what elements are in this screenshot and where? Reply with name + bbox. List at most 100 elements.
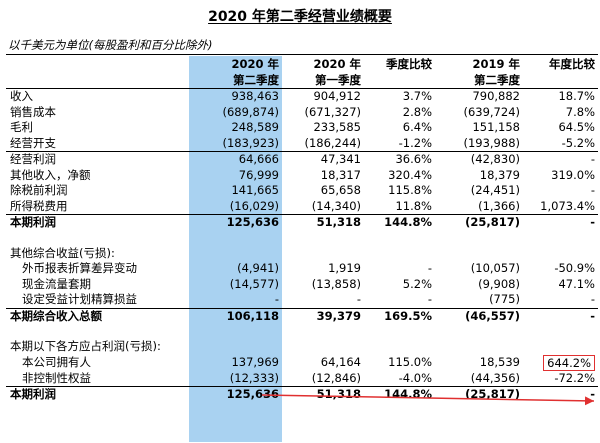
row-label: 销售成本 [10,104,56,119]
value-cell: 47.1% [558,276,595,291]
value-cell: 3.7% [402,89,432,104]
value-cell: (9,908) [478,276,520,291]
value-cell: (24,451) [470,183,520,198]
value-cell: - [356,292,361,307]
row-label [6,231,189,246]
value-cell: (13,858) [311,276,361,291]
value-cell: 151,158 [472,120,520,135]
table-row [6,231,598,246]
header-cell [364,72,435,89]
header-cell [523,72,598,89]
value-cell: 137,969 [231,355,279,369]
value-cell: (4,941) [237,261,279,276]
value-cell: 18.7% [558,89,595,104]
value-cell: - [590,183,595,198]
value-cell: - [274,292,279,307]
table-row: 经营开支 (183,923) (186,244) -1.2% (193,988) -5.2… [6,136,598,152]
value-cell: 47,341 [282,151,364,168]
value-cell: 169.5% [364,307,435,324]
row-label [6,324,189,339]
value-cell [189,246,282,262]
value-cell [435,246,523,262]
value-cell: (42,830) [435,151,523,168]
value-cell: 248,589 [231,120,279,135]
value-cell: 125,636 [189,386,282,403]
row-label: 本期以下各方应占利润(亏损): [10,339,161,354]
value-cell: (14,577) [229,276,279,291]
table-row: 毛利 248,589 233,585 6.4% 151,158 64.5% [6,120,598,136]
value-cell: -1.2% [398,135,432,150]
value-cell: - [427,261,432,276]
value-cell: 18,539 [479,355,520,369]
header-cell: 2020 年 [313,56,361,71]
row-label: 经营利润 [6,151,189,168]
value-cell: - [523,307,598,324]
table-row: 除税前利润 141,665 65,658 115.8% (24,451) - [6,183,598,199]
value-cell: 6.4% [402,120,432,135]
value-cell: (25,817) [435,386,523,403]
value-cell: 5.2% [402,276,432,291]
row-label: 设定受益计划精算损益 [22,292,137,307]
value-cell: (16,029) [229,198,279,213]
value-cell: 18,317 [320,167,361,182]
value-cell: (193,988) [463,135,520,150]
value-cell [364,246,435,262]
value-cell: 790,882 [472,89,520,104]
value-cell: (689,874) [222,104,279,119]
row-label: 本期综合收入总额 [6,307,189,324]
value-cell [364,324,435,339]
row-label: 所得税费用 [10,198,68,213]
value-cell: 64.5% [558,120,595,135]
value-cell: (639,724) [463,104,520,119]
value-cell: (46,557) [435,307,523,324]
value-cell: 320.4% [388,167,432,182]
value-cell [282,231,364,246]
row-label: 非控制性权益 [22,370,91,385]
table-row: 本期综合收入总额 106,118 39,379 169.5% (46,557) - [6,307,598,324]
value-cell: 39,379 [282,307,364,324]
value-cell: 904,912 [313,89,361,104]
value-cell: 644.2% [523,354,598,371]
row-label: 毛利 [10,120,33,135]
value-cell: 11.8% [395,198,432,213]
value-cell: -5.2% [561,135,595,150]
value-cell [523,246,598,262]
value-cell [364,339,435,355]
value-cell [282,339,364,355]
table-row: 所得税费用 (16,029) (14,340) 11.8% (1,366) 1,073.4… [6,199,598,215]
row-label: 现金流量套期 [22,276,91,291]
value-cell [189,231,282,246]
value-cell: - [427,292,432,307]
earnings-table: 2020 年 2020 年 季度比较 2019 年 年度比较 第二季度 第一季度… [6,56,598,403]
value-cell: 64,164 [320,355,361,369]
value-cell: 65,658 [320,183,361,198]
table-row: 本公司拥有人 137,969 64,164 115.0% 18,539 644.2% [6,354,598,371]
row-label: 本期利润 [6,386,189,403]
value-cell: 319.0% [551,167,595,182]
value-cell: (44,356) [470,370,520,385]
table-row: 经营利润 64,666 47,341 36.6% (42,830) - [6,151,598,168]
header-cell [6,56,189,72]
header-row-1: 2020 年 2020 年 季度比较 2019 年 年度比较 [6,56,598,72]
row-label: 本公司拥有人 [22,355,91,369]
value-cell: 7.8% [565,104,595,119]
value-cell: 64,666 [189,151,282,168]
value-cell: 76,999 [238,167,279,182]
table-row: 非控制性权益 (12,333) (12,846) -4.0% (44,356) -72.2… [6,371,598,387]
row-label: 其他收入，净额 [10,167,91,182]
value-cell: 1,073.4% [540,198,595,213]
value-cell [189,324,282,339]
value-cell: - [523,151,598,168]
row-label: 收入 [10,89,33,104]
header-row-2: 第二季度 第一季度 第二季度 [6,72,598,89]
table-row: 现金流量套期 (14,577) (13,858) 5.2% (9,908) 47.1% [6,277,598,293]
header-cell: 2020 年 [231,56,279,71]
value-cell: 144.8% [364,386,435,403]
value-cell [523,231,598,246]
header-cell: 第二季度 [189,72,282,89]
value-cell [282,324,364,339]
value-cell: (12,333) [229,370,279,385]
value-cell: (12,846) [311,370,361,385]
current-quarter-highlight [189,56,282,442]
value-cell: (183,923) [222,135,279,150]
